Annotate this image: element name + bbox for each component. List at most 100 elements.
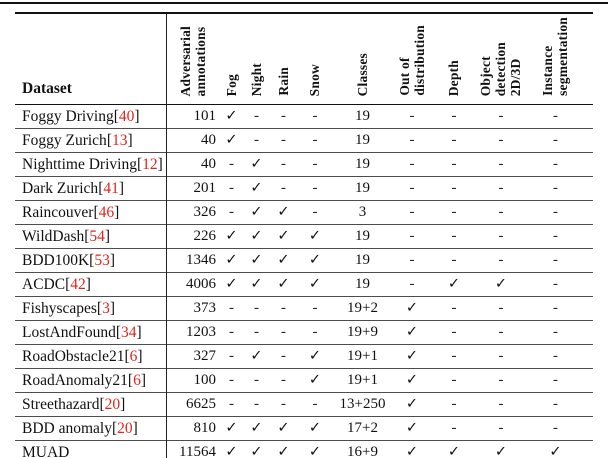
ood-cell: ✓ — [405, 300, 419, 316]
depth-cell: - — [451, 108, 457, 124]
instseg-cell: - — [553, 108, 558, 124]
classes-cell: 19 — [355, 252, 370, 268]
aa-cell: 226 — [193, 228, 217, 244]
rain-cell: - — [281, 300, 286, 316]
aa-cell: 1346 — [186, 252, 216, 268]
instseg-cell: - — [553, 300, 558, 316]
instseg-cell: ✓ — [549, 444, 562, 458]
depth-cell: ✓ — [447, 444, 461, 458]
citation-close-bracket: ] — [140, 371, 146, 389]
citation-close-bracket: ] — [120, 395, 126, 413]
depth-cell: - — [451, 132, 457, 148]
night-header-label: Night — [248, 62, 264, 96]
aa-cell: 100 — [193, 372, 217, 388]
citation-open-bracket: [ — [124, 347, 130, 365]
night-cell: - — [254, 300, 259, 316]
rain-cell: - — [281, 396, 286, 412]
instseg-cell: - — [553, 396, 558, 412]
classes-cell: 16+9 — [347, 444, 378, 458]
snow-cell: ✓ — [308, 348, 322, 364]
ood-cell: ✓ — [405, 396, 419, 412]
dataset-name: Dark Zurich — [22, 179, 99, 197]
table-row: Foggy Zurich [13] 40 ✓ - - -19- - - - — [15, 129, 593, 153]
dataset-name-cell: Nighttime Driving [12] — [15, 153, 166, 176]
depth-header-label: Depth — [446, 59, 462, 96]
aa-cell: 11564 — [179, 444, 216, 458]
citation-open-bracket: [ — [136, 155, 143, 173]
column-header-snow: Snow — [297, 14, 333, 104]
aa-cell: 40 — [201, 132, 216, 148]
dataset-name-cell: Fishyscapes [3] — [15, 297, 166, 320]
citation-close-bracket: ] — [109, 299, 116, 317]
dataset-name: Streethazard — [22, 395, 100, 413]
depth-cell: - — [451, 252, 457, 268]
fog-cell: - — [229, 156, 234, 172]
column-header-object-detection: Object detection 2D/3D — [476, 14, 526, 104]
citation-number: 53 — [94, 251, 110, 269]
dataset-name: Raincouver — [22, 203, 94, 221]
citation-close-bracket: ] — [136, 323, 142, 341]
citation-number: 12 — [142, 155, 158, 173]
column-header-depth: Depth — [432, 14, 476, 104]
table-row: MUAD 11564 ✓ ✓ ✓ ✓ 16+9 ✓ ✓ ✓ ✓ — [15, 441, 593, 458]
dataset-name: WildDash — [22, 227, 85, 245]
rain-cell: - — [281, 324, 286, 340]
table-row: WildDash [54] 226 ✓ ✓ ✓ ✓ 19 - - - - — [15, 225, 593, 249]
snow-cell: - — [312, 396, 318, 412]
night-cell: ✓ — [250, 444, 263, 458]
dataset-name-cell: WildDash [54] — [15, 225, 166, 248]
aa-cell: 326 — [193, 204, 217, 220]
citation-close-bracket: ] — [104, 227, 111, 245]
rain-cell: ✓ — [277, 276, 290, 292]
rain-cell: - — [281, 132, 286, 148]
rain-cell: ✓ — [277, 252, 290, 268]
ood-cell: - — [409, 132, 415, 148]
citation-close-bracket: ] — [157, 155, 163, 173]
dataset-name: ACDC — [22, 275, 66, 293]
citation-open-bracket: [ — [106, 131, 112, 149]
rain-cell: - — [281, 180, 286, 196]
snow-header-label: Snow — [307, 63, 323, 96]
dataset-name-cell: BDD anomaly [20] — [15, 417, 166, 440]
ood-cell: - — [409, 156, 415, 172]
classes-cell: 17+2 — [347, 420, 378, 436]
dataset-name-cell: RoadAnomaly21 [6] — [15, 369, 166, 392]
citation-open-bracket: [ — [115, 323, 122, 341]
classes-cell: 19 — [355, 228, 370, 244]
citation-number: 42 — [70, 275, 86, 293]
ood-cell: ✓ — [405, 372, 419, 388]
night-cell: ✓ — [250, 156, 263, 172]
table-row: Raincouver [46] 326- ✓ ✓ -3- - - - — [15, 201, 593, 225]
column-header-rain: Rain — [270, 14, 297, 104]
citation-number: 13 — [111, 131, 128, 149]
objdet-cell: - — [498, 204, 504, 220]
table-row: ACDC [42] 4006 ✓ ✓ ✓ ✓ 19 - ✓ ✓ - — [15, 273, 593, 297]
column-header-fog: Fog — [220, 14, 243, 104]
objdet-cell: - — [498, 324, 504, 340]
classes-cell: 19 — [355, 132, 370, 148]
instseg-cell: - — [553, 156, 558, 172]
citation-number: 6 — [133, 371, 141, 389]
dataset-name: BDD100K — [22, 251, 90, 269]
citation-number: 40 — [118, 107, 135, 125]
rain-cell: ✓ — [277, 444, 290, 458]
dataset-name-cell: Foggy Zurich [13] — [15, 129, 166, 152]
citation-number: 41 — [103, 179, 119, 197]
table-row: Nighttime Driving [12] 40- ✓ - -19- - - - — [15, 153, 593, 177]
table-row: Dark Zurich [41] 201- ✓ - -19- - - - — [15, 177, 593, 201]
snow-cell: - — [312, 108, 318, 124]
fog-cell: - — [229, 396, 234, 412]
fog-cell: ✓ — [225, 108, 238, 124]
ood-cell: ✓ — [405, 348, 419, 364]
fog-cell: ✓ — [225, 420, 238, 436]
dataset-name: RoadAnomaly21 — [22, 371, 128, 389]
citation-open-bracket: [ — [111, 419, 118, 437]
table-row: RoadAnomaly21 [6] 100- - - ✓ 19+1 ✓ - - - — [15, 369, 593, 393]
citation-open-bracket: [ — [65, 275, 71, 293]
ood-cell: - — [409, 276, 415, 292]
classes-cell: 19+1 — [347, 372, 378, 388]
instseg-cell: - — [553, 204, 558, 220]
adversarial-annotations-header-label: Adversarial annotations — [177, 25, 208, 96]
depth-cell: - — [451, 204, 457, 220]
